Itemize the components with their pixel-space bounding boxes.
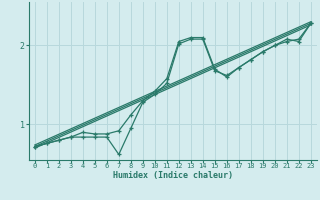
- X-axis label: Humidex (Indice chaleur): Humidex (Indice chaleur): [113, 171, 233, 180]
